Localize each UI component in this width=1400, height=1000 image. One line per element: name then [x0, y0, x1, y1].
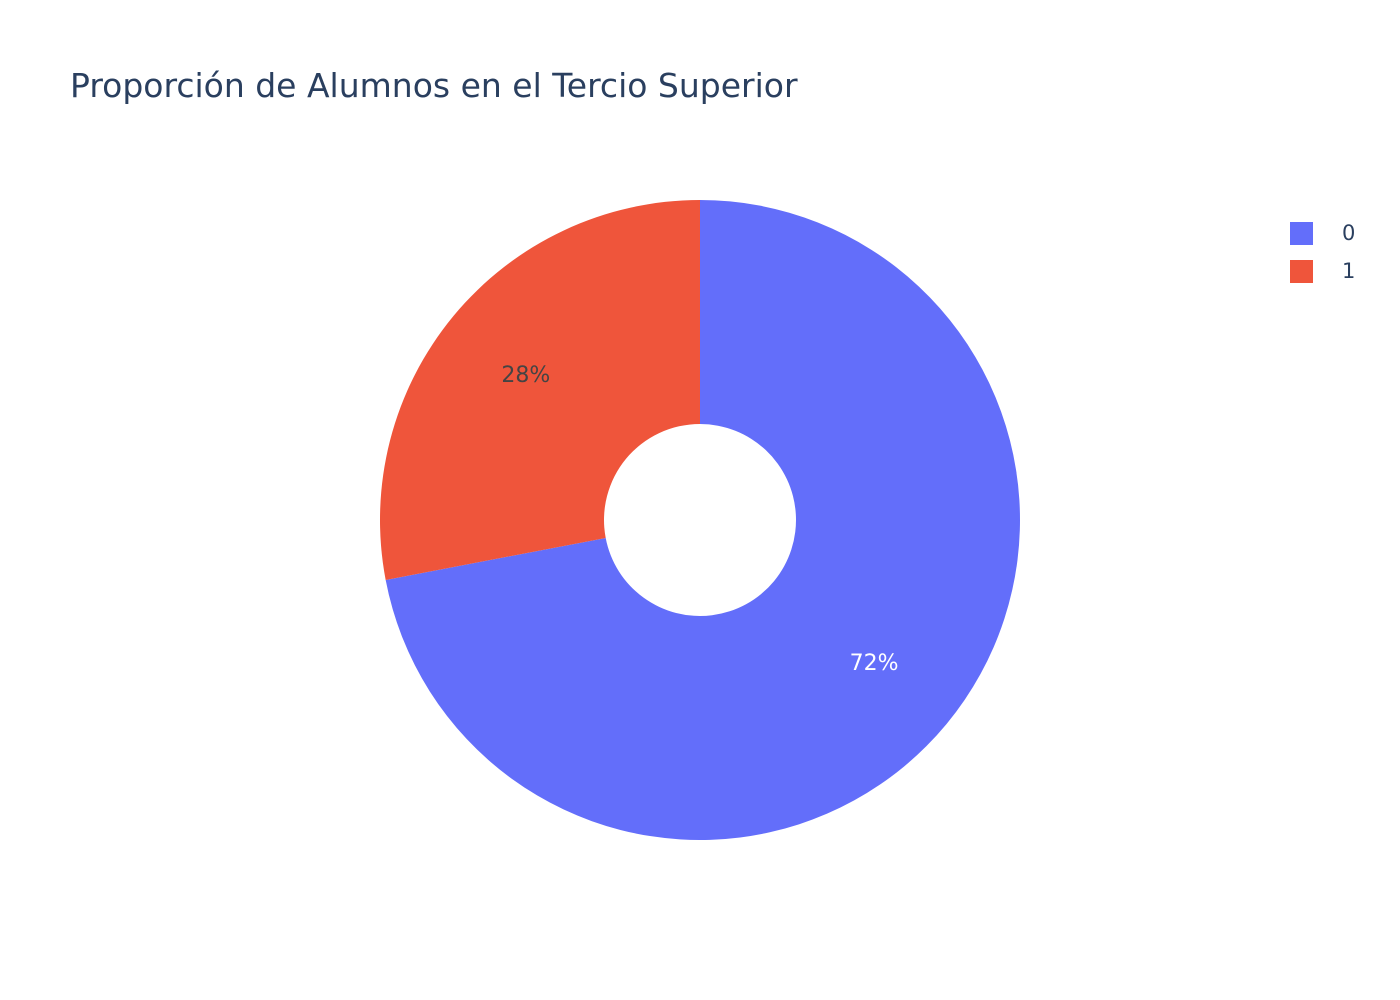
- legend: 0 1: [1290, 214, 1355, 290]
- legend-item-0[interactable]: 0: [1290, 214, 1355, 252]
- slice-0[interactable]: [385, 200, 1021, 840]
- legend-swatch-1: [1290, 259, 1313, 283]
- legend-item-1[interactable]: 1: [1290, 252, 1355, 290]
- slices-group: [380, 200, 1021, 840]
- chart-title: Proporción de Alumnos en el Tercio Super…: [70, 66, 798, 105]
- legend-label-1: 1: [1342, 259, 1356, 283]
- slice-1[interactable]: [380, 200, 700, 580]
- legend-swatch-0: [1290, 221, 1313, 245]
- slice-labels-group: 72% 28%: [501, 363, 898, 676]
- slice-label-0: 72%: [850, 651, 899, 676]
- legend-label-0: 0: [1342, 221, 1356, 245]
- slice-label-1: 28%: [501, 363, 550, 388]
